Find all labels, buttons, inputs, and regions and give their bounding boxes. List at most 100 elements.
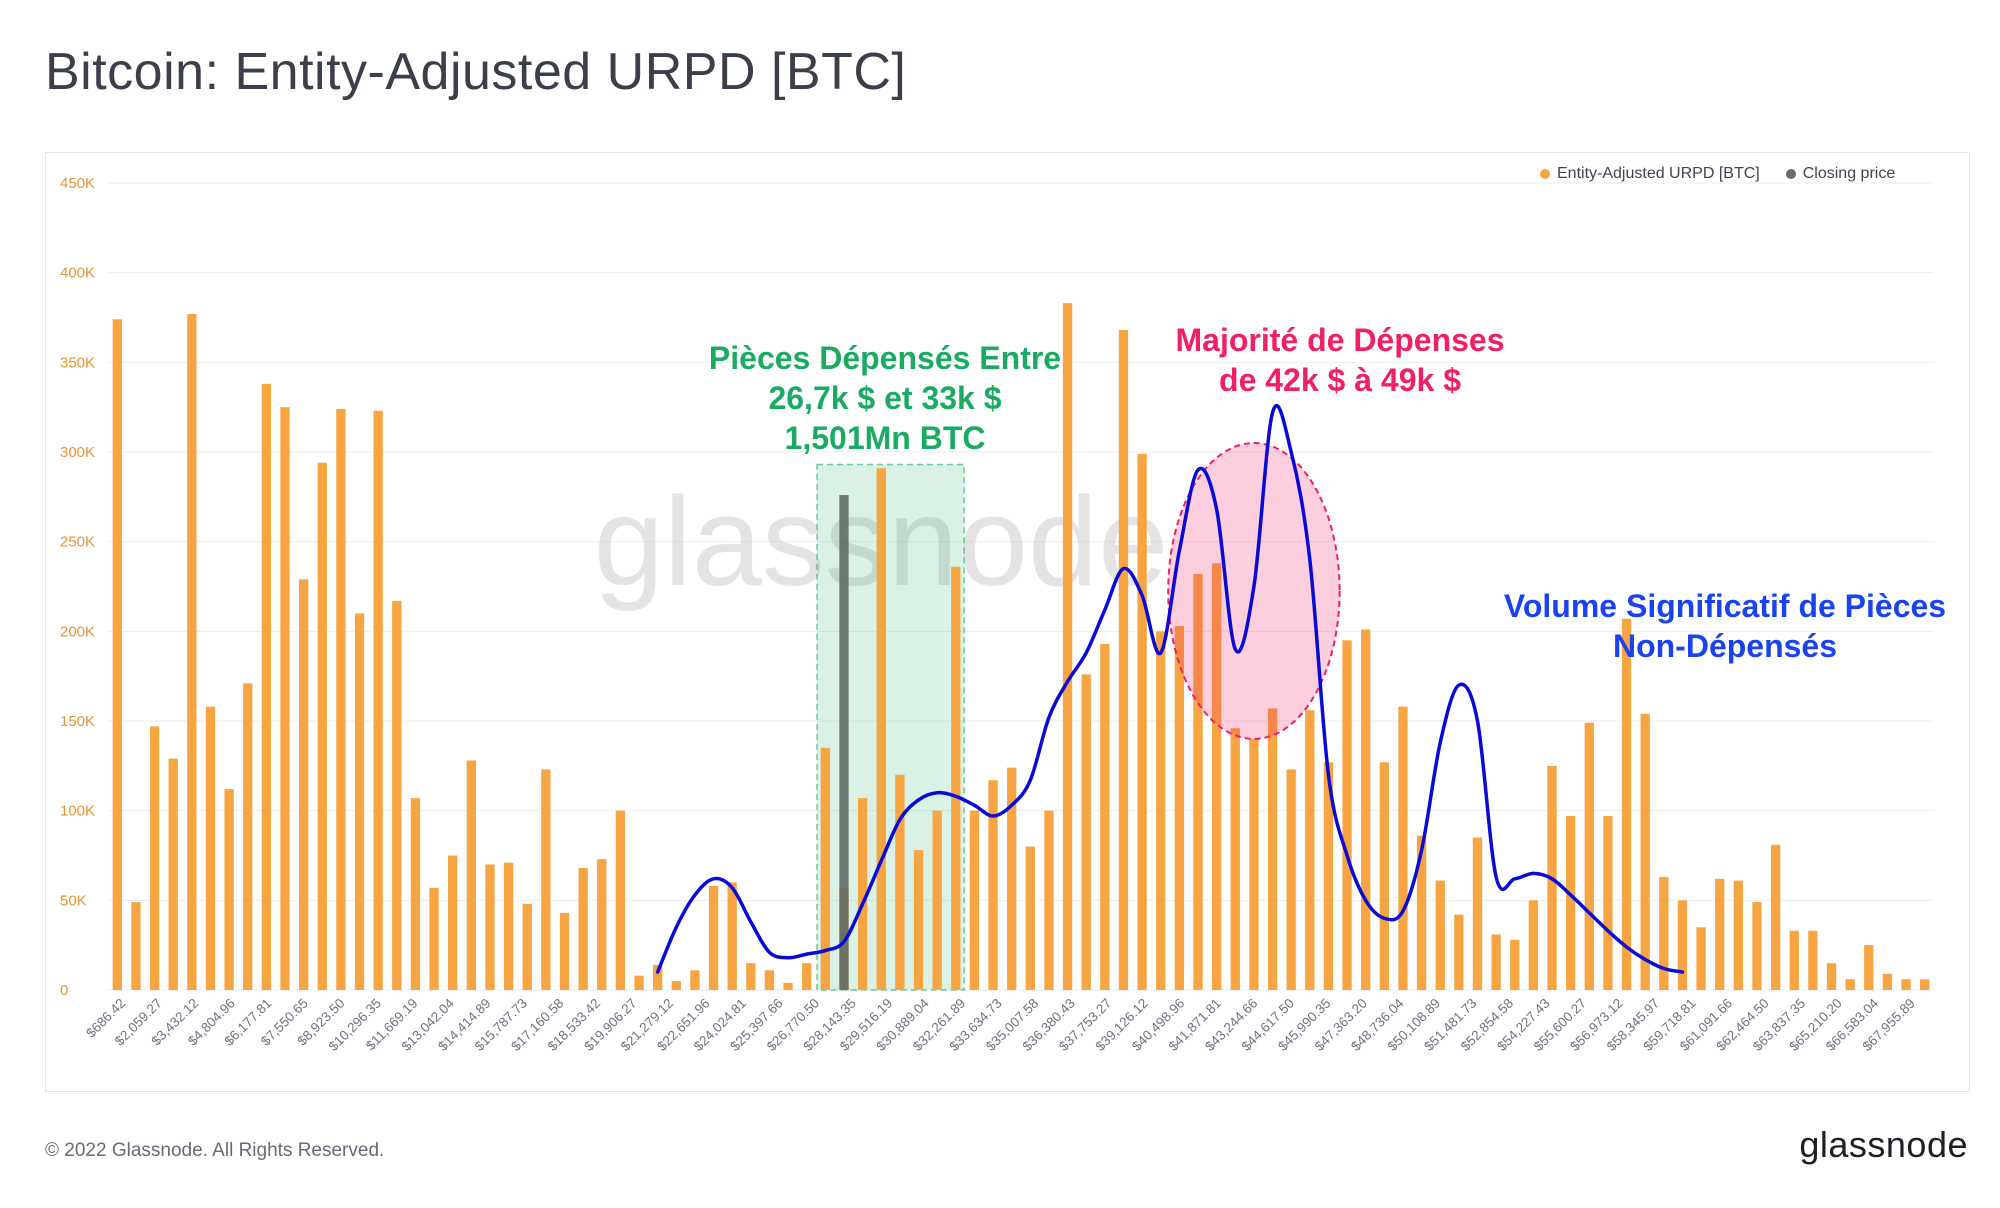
bar bbox=[1118, 330, 1129, 990]
bar bbox=[708, 885, 719, 990]
bar bbox=[1603, 816, 1613, 990]
bar bbox=[1007, 767, 1017, 990]
y-tick-label: 250K bbox=[60, 534, 95, 551]
bar bbox=[969, 810, 980, 990]
bar bbox=[764, 970, 775, 990]
bar bbox=[1342, 640, 1352, 990]
bar bbox=[1211, 563, 1222, 990]
bar bbox=[671, 981, 681, 990]
bar bbox=[1379, 762, 1389, 990]
bar bbox=[951, 566, 961, 990]
bar bbox=[1696, 927, 1706, 990]
bar bbox=[1416, 835, 1427, 990]
bar bbox=[1361, 629, 1371, 990]
legend-label-closing-price: Closing price bbox=[1802, 165, 1896, 182]
bar bbox=[410, 798, 421, 990]
legend-label-urpd: Entity-Adjusted URPD [BTC] bbox=[1557, 165, 1760, 182]
bar bbox=[168, 758, 178, 990]
bar bbox=[783, 982, 793, 990]
bar bbox=[634, 975, 644, 990]
footer-logo[interactable]: glassnode bbox=[1799, 1124, 1968, 1165]
bar bbox=[317, 462, 327, 990]
overlays bbox=[655, 403, 1685, 974]
annotation-red-line-1: Majorité de Dépenses bbox=[1175, 322, 1505, 358]
bar bbox=[653, 964, 663, 990]
bar bbox=[112, 319, 122, 990]
bar bbox=[1156, 631, 1166, 990]
bars bbox=[112, 303, 1930, 991]
bar bbox=[1249, 738, 1259, 990]
annotation-red-line-2: de 42k $ à 49k $ bbox=[1219, 362, 1461, 398]
bar bbox=[746, 963, 756, 990]
annotation-green-line-1: Pièces Dépensés Entre bbox=[708, 340, 1062, 376]
bar bbox=[522, 903, 532, 990]
bar bbox=[1323, 762, 1334, 990]
bar bbox=[466, 760, 476, 990]
bar bbox=[1062, 303, 1073, 990]
annotation-green-line-2: 26,7k $ et 33k $ bbox=[768, 380, 1002, 416]
bar bbox=[429, 887, 439, 990]
bar bbox=[1826, 963, 1837, 990]
chart-frame: glassnode 0 50K 100K 150K 200K 250K 300K 350K 40… bbox=[45, 152, 1970, 1092]
bar bbox=[597, 859, 607, 990]
bar bbox=[1659, 877, 1669, 990]
bar bbox=[448, 855, 458, 990]
legend-item-closing-price[interactable]: Closing price bbox=[1785, 165, 1896, 183]
bar bbox=[1528, 900, 1539, 990]
annotation-blue: Volume Significatif de Pièces Non-Dépens… bbox=[1460, 586, 1990, 666]
bar bbox=[131, 902, 141, 990]
bar bbox=[1901, 979, 1911, 990]
bar bbox=[1789, 930, 1799, 990]
bar bbox=[1864, 945, 1874, 990]
bar bbox=[727, 882, 737, 990]
bar bbox=[280, 407, 290, 990]
bar bbox=[1267, 708, 1278, 990]
bar bbox=[988, 780, 998, 990]
bar bbox=[1286, 769, 1296, 990]
bar bbox=[541, 769, 551, 990]
annotation-blue-line-2: Non-Dépensés bbox=[1612, 628, 1838, 664]
bar bbox=[1305, 710, 1315, 990]
bar bbox=[503, 862, 514, 990]
bar bbox=[1845, 979, 1855, 990]
bar bbox=[298, 579, 309, 990]
y-tick-label: 100K bbox=[60, 803, 95, 820]
bar bbox=[336, 408, 346, 990]
bar bbox=[1808, 930, 1818, 990]
bar bbox=[243, 683, 253, 990]
bar bbox=[1398, 706, 1408, 990]
bar bbox=[373, 410, 383, 991]
bar bbox=[1715, 878, 1725, 990]
y-tick-label: 450K bbox=[60, 175, 95, 192]
bar bbox=[1174, 625, 1185, 990]
chart-legend: Entity-Adjusted URPD [BTC] Closing price bbox=[1540, 165, 1895, 183]
bar bbox=[1566, 816, 1576, 990]
annotation-red: Majorité de Dépenses de 42k $ à 49k $ bbox=[1140, 320, 1540, 400]
bar bbox=[1230, 728, 1240, 990]
closing-price-bar bbox=[839, 495, 849, 990]
bar bbox=[1100, 643, 1110, 990]
bar bbox=[913, 850, 924, 990]
trend-curve bbox=[655, 403, 1685, 974]
bar bbox=[802, 963, 812, 990]
highlight-range bbox=[816, 463, 965, 991]
bar bbox=[1435, 880, 1445, 990]
legend-item-urpd[interactable]: Entity-Adjusted URPD [BTC] bbox=[1540, 165, 1760, 183]
bar bbox=[1491, 934, 1501, 990]
y-tick-label: 350K bbox=[60, 354, 95, 371]
y-tick-label: 0 bbox=[60, 982, 68, 999]
annotation-green-line-3: 1,501Mn BTC bbox=[784, 420, 986, 456]
annotation-green: Pièces Dépensés Entre 26,7k $ et 33k $ 1… bbox=[690, 338, 1080, 458]
bar bbox=[261, 383, 272, 990]
bar bbox=[392, 600, 402, 990]
annotation-blue-line-1: Volume Significatif de Pièces bbox=[1503, 588, 1947, 624]
bar bbox=[1137, 453, 1147, 990]
bar bbox=[876, 468, 886, 990]
bar bbox=[615, 810, 626, 990]
y-tick-label: 200K bbox=[60, 623, 95, 640]
footer-copyright: © 2022 Glassnode. All Rights Reserved. bbox=[45, 1140, 385, 1161]
y-tick-label: 150K bbox=[60, 713, 95, 730]
bar bbox=[1044, 810, 1054, 990]
bar bbox=[1640, 713, 1650, 990]
y-tick-label: 50K bbox=[60, 892, 87, 909]
